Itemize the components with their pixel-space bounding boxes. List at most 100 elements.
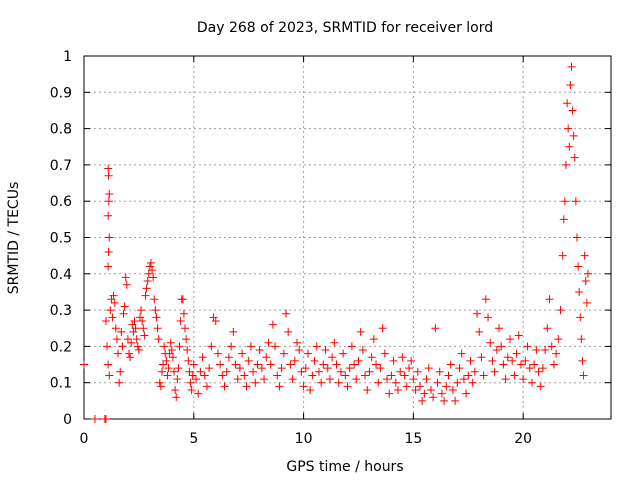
data-point: [325, 375, 334, 384]
data-point: [109, 291, 118, 300]
data-point: [503, 353, 512, 362]
data-point: [566, 81, 575, 90]
data-point: [171, 385, 180, 394]
data-point: [501, 375, 510, 384]
data-point: [277, 364, 286, 373]
y-tick-label: 0.3: [50, 303, 72, 319]
data-point: [184, 356, 193, 365]
data-point: [383, 375, 392, 384]
data-point: [178, 295, 187, 304]
data-point: [117, 327, 126, 336]
y-tick-label: 0.8: [50, 122, 72, 138]
data-point: [369, 335, 378, 344]
data-point: [358, 346, 367, 355]
data-point: [323, 364, 332, 373]
data-point: [306, 385, 315, 394]
data-point: [303, 349, 312, 358]
data-point: [409, 375, 418, 384]
data-point: [328, 353, 337, 362]
data-point: [167, 346, 176, 355]
data-point: [120, 302, 129, 311]
data-point: [400, 371, 409, 380]
data-point: [402, 382, 411, 391]
data-point: [240, 371, 249, 380]
data-point: [380, 349, 389, 358]
data-point: [104, 262, 113, 271]
y-tick-label: 0.4: [50, 267, 72, 283]
data-point: [525, 364, 534, 373]
data-point: [521, 356, 530, 365]
data-point: [186, 378, 195, 387]
data-point: [290, 356, 299, 365]
data-point: [137, 306, 146, 315]
data-point: [374, 378, 383, 387]
chart-title: Day 268 of 2023, SRMTID for receiver lor…: [197, 20, 493, 36]
data-point: [164, 364, 173, 373]
data-point: [104, 248, 113, 257]
y-tick-label: 0.2: [50, 339, 72, 355]
data-point: [105, 371, 114, 380]
data-point: [424, 364, 433, 373]
data-point: [334, 378, 343, 387]
data-point: [130, 316, 139, 325]
data-point: [554, 335, 563, 344]
data-point: [156, 382, 165, 391]
data-point: [314, 367, 323, 376]
data-point: [106, 306, 115, 315]
data-point: [114, 349, 123, 358]
data-point: [576, 313, 585, 322]
data-point: [378, 324, 387, 333]
data-point: [175, 342, 184, 351]
data-point: [339, 349, 348, 358]
data-point: [530, 360, 539, 369]
data-point: [231, 360, 240, 369]
data-point: [453, 378, 462, 387]
data-point: [242, 382, 251, 391]
data-point: [475, 327, 484, 336]
x-axis-label: GPS time / hours: [286, 459, 403, 475]
data-point: [213, 349, 222, 358]
data-point: [172, 393, 181, 402]
data-point: [571, 197, 580, 206]
data-point: [490, 367, 499, 376]
data-point: [578, 356, 587, 365]
data-point: [191, 375, 200, 384]
data-point: [577, 335, 586, 344]
data-point: [104, 360, 113, 369]
data-point: [466, 356, 475, 365]
data-point: [257, 364, 266, 373]
data-point: [536, 382, 545, 391]
data-point: [435, 367, 444, 376]
data-point: [173, 375, 182, 384]
data-point: [484, 313, 493, 322]
data-point: [131, 324, 140, 333]
data-point: [479, 371, 488, 380]
data-point: [473, 309, 482, 318]
data-point: [253, 360, 262, 369]
data-point: [559, 215, 568, 224]
data-point: [343, 382, 352, 391]
data-point: [211, 316, 220, 325]
data-point: [308, 371, 317, 380]
data-point: [116, 367, 125, 376]
data-point: [574, 262, 583, 271]
data-point: [341, 371, 350, 380]
data-point: [162, 356, 171, 365]
data-point: [216, 360, 225, 369]
data-point: [142, 284, 151, 293]
data-point: [181, 324, 190, 333]
data-point: [583, 269, 592, 278]
data-point: [273, 371, 282, 380]
data-point: [486, 338, 495, 347]
data-point: [350, 360, 359, 369]
data-point: [160, 342, 169, 351]
data-point: [194, 389, 203, 398]
data-point: [266, 360, 275, 369]
data-point: [442, 382, 451, 391]
data-point: [125, 349, 134, 358]
data-point: [292, 338, 301, 347]
data-point: [446, 360, 455, 369]
data-point: [90, 415, 99, 423]
data-point: [565, 142, 574, 151]
